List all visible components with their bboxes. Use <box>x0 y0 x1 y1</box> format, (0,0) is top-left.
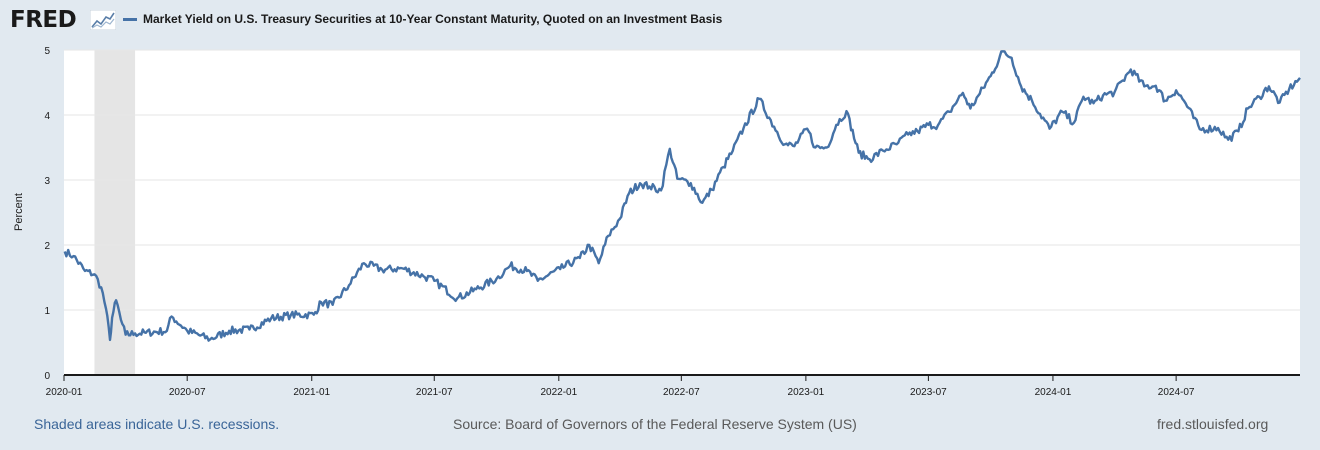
x-tick-label: 2020-01 <box>46 387 83 398</box>
x-axis-ticks: 2020-01 2020-07 2021-01 2021-07 2022-01 2022-… <box>46 375 1195 398</box>
legend-swatch <box>123 18 137 21</box>
fred-logo-text: FRED <box>10 7 77 33</box>
x-tick-label: 2022-07 <box>663 387 700 398</box>
x-tick-label: 2021-01 <box>293 387 330 398</box>
x-tick-label: 2021-07 <box>416 387 453 398</box>
y-tick-label: 2 <box>44 241 50 252</box>
site-url[interactable]: fred.stlouisfed.org <box>1157 416 1269 432</box>
chart-title: Market Yield on U.S. Treasury Securities… <box>143 12 723 26</box>
recession-note: Shaded areas indicate U.S. recessions. <box>34 416 280 432</box>
chart-header: FRED Market Yield on U.S. Treasury Secur… <box>0 0 1320 40</box>
x-tick-label: 2024-01 <box>1035 387 1072 398</box>
y-axis-label: Percent <box>13 193 25 231</box>
y-tick-label: 0 <box>44 371 50 382</box>
x-tick-label: 2023-07 <box>910 387 947 398</box>
series-line-10y-yield[interactable] <box>63 50 1301 342</box>
line-chart: 0 1 2 3 4 5 2020-01 2020-07 2021-01 2021-07 2022-… <box>13 46 1301 398</box>
y-tick-label: 3 <box>44 176 50 187</box>
y-axis-ticks: 0 1 2 3 4 5 <box>44 46 50 382</box>
y-tick-label: 4 <box>44 111 50 122</box>
y-tick-label: 1 <box>44 306 50 317</box>
fred-logo[interactable]: FRED <box>10 6 116 34</box>
x-tick-label: 2020-07 <box>169 387 206 398</box>
recession-shading <box>94 50 136 375</box>
y-tick-label: 5 <box>44 46 50 57</box>
trend-chart-icon <box>90 10 116 30</box>
gridlines <box>64 49 1300 311</box>
x-tick-label: 2022-01 <box>540 387 577 398</box>
source-note: Source: Board of Governors of the Federa… <box>453 416 857 432</box>
x-tick-label: 2023-01 <box>788 387 825 398</box>
plot-area <box>64 50 1300 375</box>
x-tick-label: 2024-07 <box>1158 387 1195 398</box>
recession-band-0 <box>94 50 136 375</box>
